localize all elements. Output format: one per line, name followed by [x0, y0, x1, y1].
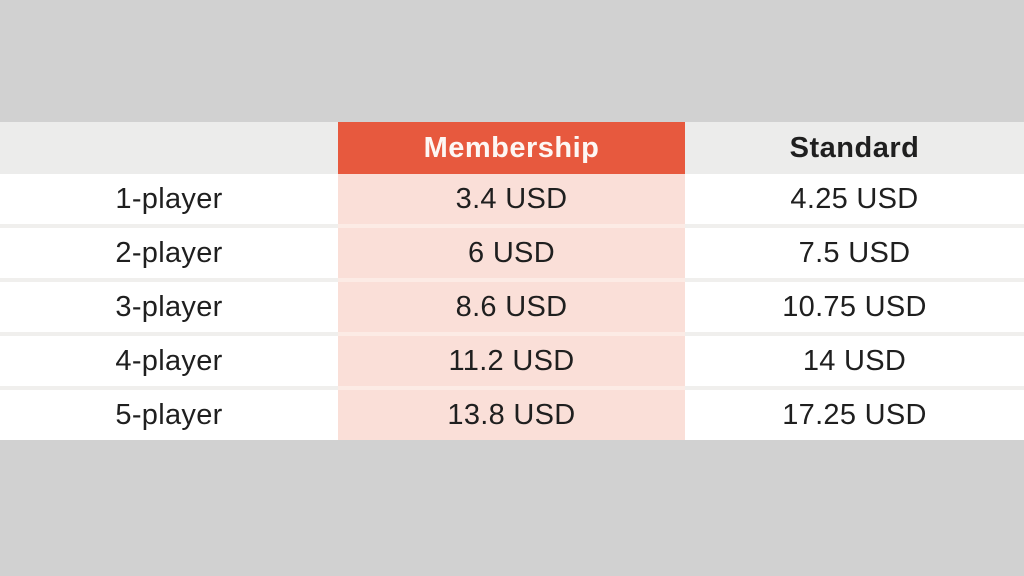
table-row: 4-player 11.2 USD 14 USD — [0, 334, 1024, 390]
standard-price: 4.25 USD — [685, 174, 1024, 228]
membership-price: 11.2 USD — [338, 334, 685, 390]
standard-price: 7.5 USD — [685, 226, 1024, 282]
tier-label: 3-player — [0, 280, 338, 336]
header-cell-standard: Standard — [685, 122, 1024, 174]
tier-label: 5-player — [0, 388, 338, 440]
membership-price: 6 USD — [338, 226, 685, 282]
standard-price: 14 USD — [685, 334, 1024, 390]
header-row: Membership Standard — [0, 122, 1024, 174]
table-row: 2-player 6 USD 7.5 USD — [0, 226, 1024, 282]
membership-price: 8.6 USD — [338, 280, 685, 336]
tier-label: 4-player — [0, 334, 338, 390]
table-row: 5-player 13.8 USD 17.25 USD — [0, 388, 1024, 440]
membership-price: 3.4 USD — [338, 174, 685, 228]
tier-label: 1-player — [0, 174, 338, 228]
table-row: 1-player 3.4 USD 4.25 USD — [0, 174, 1024, 228]
membership-price: 13.8 USD — [338, 388, 685, 440]
table-row: 3-player 8.6 USD 10.75 USD — [0, 280, 1024, 336]
tier-label: 2-player — [0, 226, 338, 282]
pricing-table: Membership Standard 1-player 3.4 USD 4.2… — [0, 122, 1024, 440]
standard-price: 10.75 USD — [685, 280, 1024, 336]
header-cell-tier — [0, 122, 338, 174]
header-cell-membership: Membership — [338, 122, 685, 174]
standard-price: 17.25 USD — [685, 388, 1024, 440]
